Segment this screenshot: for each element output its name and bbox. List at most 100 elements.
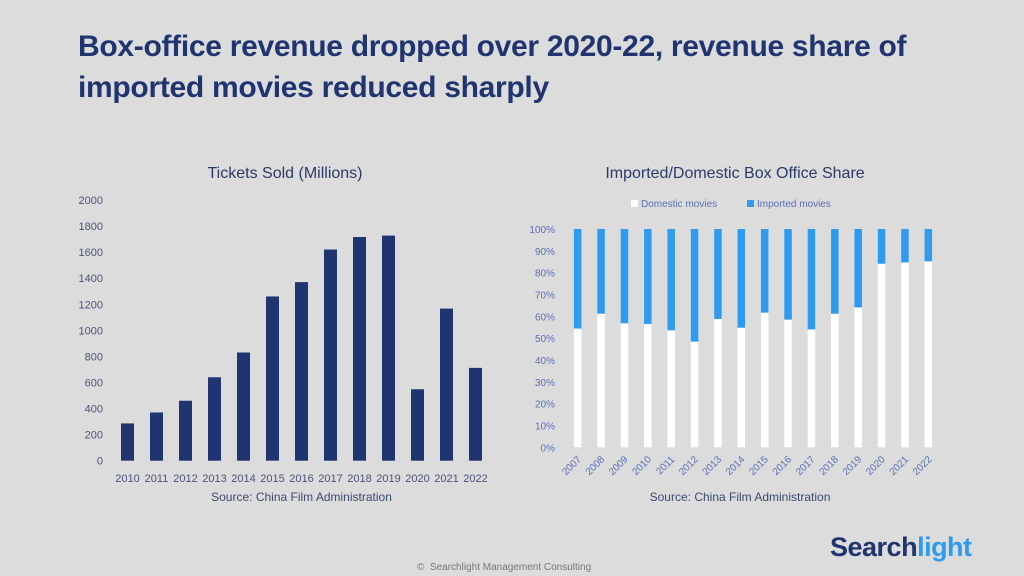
- bar-domestic-2011: [667, 330, 675, 448]
- x-tick-label: 2010: [115, 473, 139, 485]
- y-tick-label: 400: [85, 404, 103, 416]
- legend-swatch-domestic: [631, 200, 638, 207]
- y-tick-label: 30%: [535, 378, 555, 389]
- y-tick-label: 2000: [79, 195, 103, 207]
- bar-domestic-2010: [644, 323, 652, 448]
- x-tick-label: 2020: [405, 473, 429, 485]
- bar-2011: [150, 412, 163, 461]
- bar-imported-2020: [877, 229, 886, 264]
- x-tick-label: 2014: [724, 454, 748, 478]
- y-tick-label: 800: [85, 351, 103, 363]
- left-source-label: Source: China Film Administration: [211, 490, 392, 504]
- bar-imported-2019: [854, 229, 862, 308]
- bar-imported-2022: [924, 229, 933, 262]
- y-tick-label: 40%: [535, 356, 555, 367]
- x-tick-label: 2019: [841, 454, 865, 478]
- x-tick-label: 2011: [654, 454, 677, 477]
- bar-domestic-2020: [877, 263, 886, 448]
- bar-2013: [208, 377, 221, 461]
- tickets-chart-title: Tickets Sold (Millions): [207, 165, 363, 182]
- bar-domestic-2009: [620, 323, 629, 448]
- bar-imported-2014: [737, 229, 746, 328]
- y-tick-label: 90%: [535, 247, 555, 258]
- y-tick-label: 1000: [79, 325, 103, 337]
- bar-2020: [411, 389, 424, 461]
- bar-domestic-2012: [690, 341, 699, 448]
- bar-imported-2015: [760, 229, 769, 313]
- x-tick-label: 2009: [607, 454, 631, 478]
- bar-domestic-2022: [924, 261, 933, 448]
- y-tick-label: 600: [85, 377, 103, 389]
- bar-imported-2013: [714, 229, 722, 319]
- bar-domestic-2016: [784, 319, 792, 448]
- logo-part-search: Search: [830, 532, 918, 562]
- bar-domestic-2013: [714, 318, 722, 448]
- bar-domestic-2021: [901, 262, 909, 448]
- x-tick-label: 2011: [145, 473, 169, 485]
- y-tick-label: 1200: [79, 299, 103, 311]
- right-source-label: Source: China Film Administration: [650, 490, 831, 504]
- bar-imported-2009: [620, 229, 629, 324]
- bar-2017: [324, 249, 337, 461]
- legend-swatch-imported: [747, 200, 754, 207]
- copyright-footer: © Searchlight Management Consulting: [417, 562, 591, 573]
- y-tick-label: 200: [85, 430, 103, 442]
- bar-2016: [295, 282, 308, 461]
- bar-domestic-2008: [597, 313, 605, 448]
- x-tick-label: 2014: [231, 473, 255, 485]
- bar-imported-2011: [667, 229, 675, 331]
- x-tick-label: 2022: [463, 473, 487, 485]
- bar-imported-2008: [597, 229, 605, 314]
- legend: Domestic movies Imported movies: [631, 199, 831, 210]
- x-tick-label: 2021: [888, 454, 912, 478]
- x-tick-label: 2020: [864, 454, 888, 478]
- x-tick-label: 2015: [747, 454, 771, 478]
- bar-domestic-2014: [737, 327, 746, 448]
- y-tick-label: 60%: [535, 312, 555, 323]
- y-tick-label: 80%: [535, 269, 555, 280]
- x-tick-label: 2015: [260, 473, 284, 485]
- share-chart-title: Imported/Domestic Box Office Share: [605, 165, 865, 182]
- bar-imported-2007: [573, 229, 582, 329]
- y-tick-label: 10%: [535, 421, 555, 432]
- y-tick-label: 0%: [541, 443, 556, 454]
- bar-imported-2016: [784, 229, 792, 320]
- copyright-text: Searchlight Management Consulting: [429, 562, 592, 573]
- x-tick-label: 2017: [794, 454, 818, 478]
- bar-imported-2012: [690, 229, 699, 342]
- bar-domestic-2018: [831, 313, 839, 448]
- bar-2010: [121, 423, 134, 461]
- x-tick-label: 2017: [318, 473, 342, 485]
- logo-part-light: light: [917, 532, 972, 562]
- bar-domestic-2017: [807, 329, 816, 448]
- bar-imported-2021: [901, 229, 909, 263]
- y-tick-label: 0: [97, 456, 103, 468]
- x-tick-label: 2007: [560, 454, 584, 478]
- x-tick-label: 2018: [817, 454, 841, 478]
- x-tick-label: 2018: [347, 473, 371, 485]
- bar-2021: [440, 308, 453, 461]
- bar-2019: [382, 235, 395, 461]
- x-tick-label: 2010: [630, 454, 654, 478]
- y-tick-label: 50%: [535, 334, 555, 345]
- x-tick-label: 2021: [434, 473, 458, 485]
- x-tick-label: 2022: [911, 454, 935, 478]
- bar-domestic-2015: [760, 312, 769, 448]
- y-tick-label: 100%: [529, 225, 555, 236]
- bar-imported-2018: [831, 229, 839, 314]
- bar-2014: [237, 352, 250, 461]
- x-tick-label: 2008: [584, 454, 608, 478]
- legend-label-domestic: Domestic movies: [641, 199, 717, 210]
- bar-imported-2010: [644, 229, 652, 324]
- legend-label-imported: Imported movies: [757, 199, 831, 210]
- y-tick-label: 20%: [535, 400, 555, 411]
- bar-2022: [469, 367, 482, 461]
- bar-2012: [179, 400, 192, 461]
- y-tick-label: 1400: [79, 273, 103, 285]
- x-tick-label: 2019: [376, 473, 400, 485]
- page-title: Box-office revenue dropped over 2020-22,…: [78, 30, 907, 104]
- bar-imported-2017: [807, 229, 816, 330]
- bar-domestic-2019: [854, 307, 862, 448]
- searchlight-logo: Searchlight: [830, 532, 972, 563]
